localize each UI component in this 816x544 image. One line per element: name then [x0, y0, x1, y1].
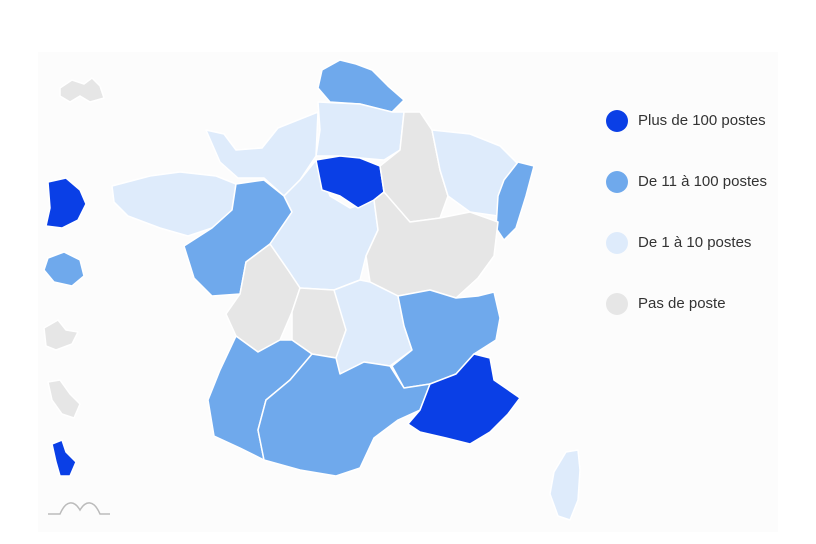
legend-label: De 1 à 10 postes [638, 234, 751, 251]
paca [407, 353, 521, 445]
legend-swatch [606, 171, 628, 193]
corse [549, 449, 581, 521]
legend-swatch [606, 293, 628, 315]
legend-label: Pas de poste [638, 295, 726, 312]
bourgogne [365, 191, 499, 299]
regions [43, 59, 581, 521]
legend: Plus de 100 postes De 11 à 100 postes De 1… [606, 110, 767, 315]
guyane [45, 177, 87, 229]
picardie [315, 101, 405, 161]
alsace [495, 161, 535, 241]
legend-swatch [606, 232, 628, 254]
nord [317, 59, 405, 113]
occitanie [257, 353, 431, 477]
legend-label: De 11 à 100 postes [638, 173, 767, 190]
legend-swatch [606, 110, 628, 132]
guadeloupe-islands [47, 379, 81, 419]
guadeloupe [59, 77, 105, 103]
martinique [43, 319, 79, 351]
mayotte [51, 439, 77, 477]
reunion [43, 251, 85, 287]
legend-label: Plus de 100 postes [638, 112, 766, 129]
normandie [205, 111, 319, 197]
logo-mark [48, 502, 110, 515]
